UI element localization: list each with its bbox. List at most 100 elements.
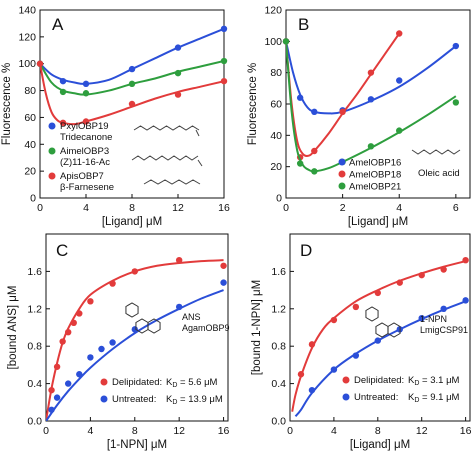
data-point bbox=[339, 108, 346, 116]
y-tick-label: 40 bbox=[24, 139, 36, 151]
plot-frame bbox=[45, 233, 229, 422]
data-point bbox=[48, 386, 55, 394]
data-point bbox=[174, 44, 182, 51]
x-tick-label: 0 bbox=[43, 425, 49, 437]
data-point bbox=[131, 268, 138, 275]
x-tick-label: 16 bbox=[218, 425, 230, 437]
data-point bbox=[98, 345, 105, 353]
series-1 bbox=[282, 38, 460, 116]
y-axis-label: [bound ANS] μM bbox=[7, 286, 19, 370]
chemical-structure bbox=[125, 302, 161, 334]
plot-frame bbox=[289, 233, 471, 422]
tridecanone-structure bbox=[133, 125, 200, 131]
data-point bbox=[462, 297, 469, 304]
series-1 bbox=[291, 256, 469, 412]
legend-marker bbox=[338, 182, 346, 190]
series-3 bbox=[36, 60, 228, 127]
data-point bbox=[76, 371, 83, 378]
legend-label: Untreated: bbox=[354, 392, 398, 403]
x-tick-label: 8 bbox=[132, 425, 138, 437]
data-point bbox=[311, 108, 318, 116]
data-point bbox=[59, 338, 66, 345]
series-3 bbox=[282, 38, 460, 175]
data-point bbox=[296, 160, 304, 167]
x-tick-label: 12 bbox=[172, 202, 184, 214]
data-point bbox=[59, 119, 67, 127]
y-tick-label: 140 bbox=[18, 5, 36, 17]
data-point bbox=[220, 57, 228, 65]
legend-marker bbox=[342, 393, 350, 401]
data-point bbox=[64, 380, 72, 387]
y-tick-label: 1.2 bbox=[27, 303, 42, 315]
legend-marker bbox=[48, 147, 56, 155]
probe-label: 1-NPN bbox=[420, 314, 447, 324]
data-point bbox=[352, 303, 360, 311]
fit-curve bbox=[40, 63, 224, 126]
fit-curve bbox=[286, 41, 457, 115]
legend-label: AimelOBP3 bbox=[60, 146, 109, 157]
data-point bbox=[109, 339, 116, 346]
data-point bbox=[174, 69, 182, 77]
legend-kd: KD = 9.1 μM bbox=[408, 392, 460, 404]
probe-label: ANS bbox=[182, 312, 201, 322]
y-tick-label: 40 bbox=[270, 130, 282, 142]
data-point bbox=[36, 60, 44, 67]
x-tick-label: 8 bbox=[375, 425, 381, 437]
y-tick-label: 0.4 bbox=[27, 378, 42, 390]
fit-curve bbox=[291, 260, 466, 412]
legend-label: ApisOBP7 bbox=[60, 171, 104, 182]
data-point bbox=[220, 279, 227, 286]
y-tick-label: 0.4 bbox=[271, 378, 286, 390]
data-point bbox=[367, 143, 375, 150]
y-tick-label: 120 bbox=[264, 5, 282, 17]
data-point bbox=[87, 298, 94, 305]
data-point bbox=[174, 91, 182, 98]
y-tick-label: 20 bbox=[270, 161, 282, 173]
data-point bbox=[297, 371, 305, 378]
data-point bbox=[87, 354, 94, 361]
x-tick-label: 2 bbox=[340, 202, 346, 214]
data-point bbox=[396, 127, 403, 134]
fit-curve bbox=[46, 289, 224, 421]
data-point bbox=[308, 386, 316, 394]
legend-marker bbox=[100, 378, 108, 386]
fit-curve bbox=[294, 300, 466, 417]
data-point bbox=[220, 262, 227, 269]
data-point bbox=[82, 118, 90, 125]
data-point bbox=[367, 69, 375, 76]
data-point bbox=[175, 303, 183, 311]
data-point bbox=[282, 38, 290, 45]
series-1 bbox=[46, 256, 227, 421]
legend-marker bbox=[338, 170, 346, 178]
oleic-acid-structure bbox=[411, 149, 461, 155]
legend-label: PxylOBP19 bbox=[60, 121, 109, 132]
data-point bbox=[440, 305, 447, 312]
x-tick-label: 4 bbox=[331, 425, 337, 437]
data-point bbox=[440, 266, 447, 273]
data-point bbox=[311, 168, 318, 175]
panel-a: 0 4 8 12 16 0 20 40 60 80 100 120 140 [Ligand] μM Fluo… bbox=[1, 5, 230, 229]
x-axis-label: [Ligand] μM bbox=[102, 216, 162, 228]
data-point bbox=[396, 279, 403, 286]
y-tick-label: 100 bbox=[264, 36, 282, 48]
data-point bbox=[396, 77, 403, 84]
y-tick-label: 60 bbox=[270, 99, 282, 111]
data-point bbox=[64, 328, 72, 336]
legend-marker bbox=[342, 376, 350, 384]
data-point bbox=[374, 337, 382, 344]
data-point bbox=[48, 406, 55, 413]
data-point bbox=[418, 314, 425, 322]
y-tick-label: 1.2 bbox=[271, 303, 286, 315]
legend-label: Untreated: bbox=[112, 394, 156, 405]
series-1 bbox=[36, 25, 228, 88]
data-point bbox=[128, 65, 136, 73]
y-tick-label: 60 bbox=[24, 112, 36, 124]
panel-d: 0 4 8 12 16 0.0 0.4 0.8 1.2 1.6 [Ligand] μM [bound … bbox=[251, 233, 472, 451]
y-axis-label: Fluorescence % bbox=[1, 63, 13, 145]
x-axis-label: [Ligand] μM bbox=[348, 216, 408, 228]
legend-marker bbox=[48, 122, 56, 130]
protein-label: AgamOBP9 bbox=[182, 323, 230, 333]
data-point bbox=[374, 289, 382, 297]
data-point bbox=[53, 394, 61, 401]
